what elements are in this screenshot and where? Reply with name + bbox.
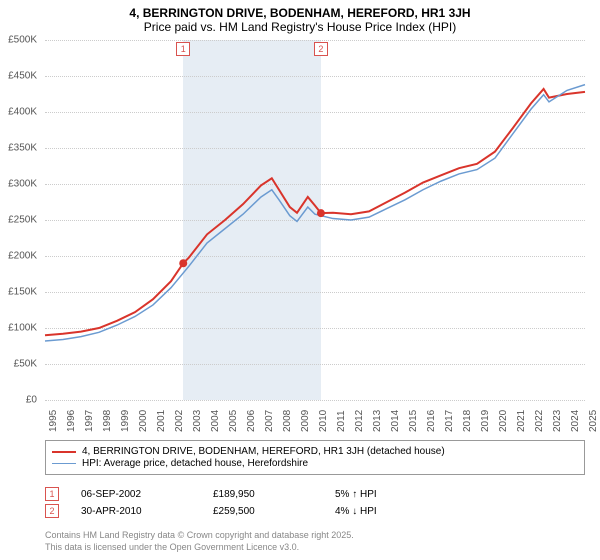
chart-area: £0£50K£100K£150K£200K£250K£300K£350K£400… <box>45 40 585 400</box>
x-tick-label: 2009 <box>300 410 311 432</box>
x-tick-label: 2019 <box>480 410 491 432</box>
x-tick-label: 1999 <box>120 410 131 432</box>
sale-row: 1 06-SEP-2002 £189,950 5% ↑ HPI <box>45 487 585 501</box>
x-tick-label: 2015 <box>408 410 419 432</box>
x-tick-label: 1995 <box>48 410 59 432</box>
x-tick-label: 2001 <box>156 410 167 432</box>
x-tick-label: 2006 <box>246 410 257 432</box>
legend-item-hpi: HPI: Average price, detached house, Here… <box>52 458 578 469</box>
sale-point-icon <box>317 209 325 217</box>
x-tick-label: 2016 <box>426 410 437 432</box>
chart-container: 4, BERRINGTON DRIVE, BODENHAM, HEREFORD,… <box>0 0 600 560</box>
sale-marker-label: 2 <box>314 42 328 56</box>
x-tick-label: 2017 <box>444 410 455 432</box>
y-tick-label: £50K <box>14 359 37 370</box>
sale-marker-icon: 1 <box>45 487 59 501</box>
x-tick-label: 2020 <box>498 410 509 432</box>
plot-region: £0£50K£100K£150K£200K£250K£300K£350K£400… <box>45 40 585 400</box>
sale-pct: 4% ↓ HPI <box>335 506 435 517</box>
sale-date: 30-APR-2010 <box>81 506 191 517</box>
x-tick-label: 2025 <box>588 410 599 432</box>
x-tick-label: 2014 <box>390 410 401 432</box>
line-layer <box>45 40 585 400</box>
legend-swatch-icon <box>52 451 76 453</box>
y-tick-label: £500K <box>8 35 37 46</box>
legend-label: HPI: Average price, detached house, Here… <box>82 458 308 469</box>
x-tick-label: 2007 <box>264 410 275 432</box>
sale-price: £259,500 <box>213 506 313 517</box>
legend: 4, BERRINGTON DRIVE, BODENHAM, HEREFORD,… <box>45 440 585 475</box>
title-line-2: Price paid vs. HM Land Registry's House … <box>0 20 600 34</box>
sale-date: 06-SEP-2002 <box>81 489 191 500</box>
x-tick-label: 2022 <box>534 410 545 432</box>
y-tick-label: £100K <box>8 323 37 334</box>
x-tick-label: 2003 <box>192 410 203 432</box>
x-tick-label: 2000 <box>138 410 149 432</box>
sales-table: 1 06-SEP-2002 £189,950 5% ↑ HPI 2 30-APR… <box>45 484 585 521</box>
sale-price: £189,950 <box>213 489 313 500</box>
sale-marker-icon: 2 <box>45 504 59 518</box>
legend-swatch-icon <box>52 463 76 464</box>
footer-line-1: Contains HM Land Registry data © Crown c… <box>45 530 585 542</box>
footer-attribution: Contains HM Land Registry data © Crown c… <box>45 530 585 553</box>
y-tick-label: £150K <box>8 287 37 298</box>
x-tick-label: 2004 <box>210 410 221 432</box>
gridline <box>45 400 585 401</box>
y-tick-label: £400K <box>8 107 37 118</box>
x-tick-label: 2024 <box>570 410 581 432</box>
legend-item-price-paid: 4, BERRINGTON DRIVE, BODENHAM, HEREFORD,… <box>52 446 578 457</box>
x-tick-label: 2013 <box>372 410 383 432</box>
y-tick-label: £300K <box>8 179 37 190</box>
x-tick-label: 1997 <box>84 410 95 432</box>
series-line-price_paid <box>45 89 585 335</box>
x-tick-label: 2012 <box>354 410 365 432</box>
y-tick-label: £250K <box>8 215 37 226</box>
legend-label: 4, BERRINGTON DRIVE, BODENHAM, HEREFORD,… <box>82 446 445 457</box>
x-tick-label: 2002 <box>174 410 185 432</box>
y-tick-label: £450K <box>8 71 37 82</box>
x-tick-label: 2010 <box>318 410 329 432</box>
x-axis-labels: 1995 1996 1997 1998 1999 2000 2001 2002 2003 2004… <box>45 404 585 434</box>
title-block: 4, BERRINGTON DRIVE, BODENHAM, HEREFORD,… <box>0 0 600 34</box>
sale-pct: 5% ↑ HPI <box>335 489 435 500</box>
y-tick-label: £200K <box>8 251 37 262</box>
title-line-1: 4, BERRINGTON DRIVE, BODENHAM, HEREFORD,… <box>0 6 600 20</box>
x-tick-label: 2018 <box>462 410 473 432</box>
sale-point-icon <box>179 259 187 267</box>
x-tick-label: 2021 <box>516 410 527 432</box>
x-tick-label: 2011 <box>336 410 347 432</box>
footer-line-2: This data is licensed under the Open Gov… <box>45 542 585 554</box>
y-tick-label: £0 <box>26 395 37 406</box>
sale-marker-label: 1 <box>176 42 190 56</box>
x-tick-label: 2023 <box>552 410 563 432</box>
series-line-hpi <box>45 85 585 341</box>
x-tick-label: 1996 <box>66 410 77 432</box>
x-tick-label: 2005 <box>228 410 239 432</box>
sale-row: 2 30-APR-2010 £259,500 4% ↓ HPI <box>45 504 585 518</box>
x-tick-label: 1998 <box>102 410 113 432</box>
x-tick-label: 2008 <box>282 410 293 432</box>
y-tick-label: £350K <box>8 143 37 154</box>
